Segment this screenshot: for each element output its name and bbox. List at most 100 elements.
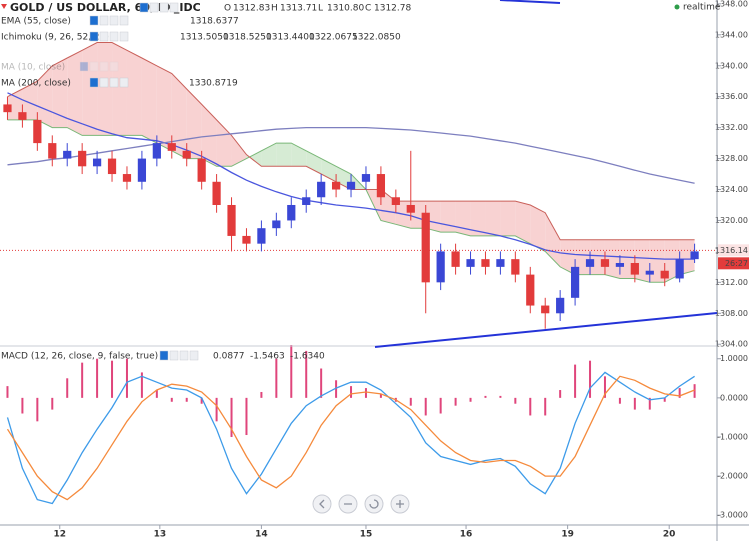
y-tick-label: 1308.00 — [715, 309, 748, 318]
y-tick-label: -1.0000 — [717, 432, 748, 441]
histogram-bar — [96, 358, 99, 398]
histogram-bar — [275, 358, 278, 398]
y-tick-label: 1344.00 — [715, 30, 748, 39]
toolbar-button[interactable] — [149, 2, 159, 13]
candle-body — [331, 181, 341, 190]
histogram-bar — [111, 360, 114, 398]
cloud-segment — [246, 150, 262, 167]
y-tick-label: 1324.00 — [715, 185, 748, 194]
cloud-segment — [485, 201, 501, 236]
toolbar-button[interactable] — [119, 31, 129, 42]
candle-body — [92, 158, 102, 167]
toolbar-button[interactable] — [159, 350, 169, 361]
ohlc-label: L — [318, 4, 323, 14]
histogram-bar — [185, 397, 188, 402]
histogram-bar — [574, 364, 577, 398]
cloud-segment — [52, 58, 68, 128]
histogram-bar — [618, 397, 621, 404]
cloud-segment — [276, 143, 292, 167]
candle-body — [466, 259, 475, 267]
histogram-bar — [230, 397, 233, 437]
y-tick-label: 1328.00 — [715, 154, 748, 163]
x-tick-label: 16 — [460, 530, 473, 540]
ohlc-value: 1312.83 — [233, 4, 270, 14]
toolbar-button[interactable] — [99, 77, 109, 88]
candle-body — [526, 274, 535, 306]
indicator-value: 1318.6377 — [190, 17, 239, 27]
x-tick-label: 19 — [561, 530, 574, 540]
cloud-segment — [231, 135, 247, 167]
toolbar-button[interactable] — [109, 15, 119, 26]
cloud-segment — [97, 42, 113, 136]
toolbar-button[interactable] — [99, 15, 109, 26]
candle-body — [107, 158, 117, 175]
histogram-bar — [260, 391, 263, 398]
indicator-name: EMA (55, close) — [1, 17, 71, 27]
candle-body — [541, 305, 550, 314]
toolbar-button[interactable] — [89, 31, 99, 42]
indicator-value: 1330.8719 — [189, 79, 238, 89]
toolbar-button[interactable] — [159, 2, 169, 13]
cloud-segment — [604, 239, 620, 279]
histogram-bar — [290, 345, 293, 398]
indicator-value: 1322.0850 — [352, 33, 401, 43]
toolbar-button[interactable] — [89, 61, 99, 72]
macd-legend: MACD (12, 26, close, 9, false, true) 0.08… — [1, 350, 325, 362]
histogram-bar — [678, 388, 681, 398]
cloud-segment — [67, 50, 83, 136]
toolbar-button[interactable] — [99, 61, 109, 72]
x-tick-label: 13 — [154, 530, 167, 540]
toolbar-button[interactable] — [119, 15, 129, 26]
toolbar-button[interactable] — [119, 77, 129, 88]
y-tick-label: 1336.00 — [715, 92, 748, 101]
cloud-segment — [560, 239, 576, 275]
histogram-bar — [320, 368, 323, 398]
trend-line[interactable] — [499, 0, 561, 4]
zoom-icons — [319, 499, 404, 509]
histogram-bar — [335, 380, 338, 398]
toolbar-button[interactable] — [89, 77, 99, 88]
toolbar-button[interactable] — [99, 31, 109, 42]
candle-body — [391, 197, 400, 205]
histogram-bar — [633, 397, 636, 410]
toolbar-button[interactable] — [89, 15, 99, 26]
scroll-left-button[interactable] — [312, 494, 332, 514]
indicator-value: -1.6340 — [290, 352, 325, 362]
candle-body — [122, 174, 132, 182]
candle-body — [406, 204, 415, 213]
cloud-segment — [82, 42, 98, 136]
ohlc-value: 1310.80 — [327, 4, 364, 14]
toolbar-button[interactable] — [139, 2, 149, 13]
realtime-dot — [674, 4, 680, 10]
toolbar-button[interactable] — [169, 350, 179, 361]
toolbar-button[interactable] — [189, 350, 199, 361]
macd-line — [6, 375, 695, 501]
toolbar-button[interactable] — [169, 2, 179, 13]
histogram-bar — [454, 397, 457, 406]
toolbar-button[interactable] — [109, 61, 119, 72]
toolbar-button[interactable] — [79, 61, 89, 72]
histogram-bar — [559, 390, 562, 398]
reset-button[interactable] — [364, 494, 384, 514]
last-price-label: 1316.14 — [715, 246, 748, 255]
ohlc-label: C — [365, 4, 371, 14]
y-tick-label: 1340.00 — [715, 61, 748, 70]
histogram-bar — [529, 397, 532, 416]
histogram-bar — [245, 397, 248, 436]
candle-body — [78, 150, 87, 167]
toolbar-button[interactable] — [109, 77, 119, 88]
candle-body — [615, 263, 625, 267]
toolbar-button[interactable] — [109, 31, 119, 42]
candle-body — [585, 259, 595, 267]
candle-body — [361, 174, 371, 182]
macd-line — [6, 371, 695, 505]
histogram-bar — [693, 384, 696, 398]
zoom-controls — [312, 494, 410, 514]
candle-body — [451, 251, 460, 267]
legend: GOLD / US DOLLAR, 60, FX_IDC O 1312.83 H 131… — [1, 1, 721, 362]
toolbar-button[interactable] — [179, 350, 189, 361]
trend-line[interactable] — [374, 312, 718, 348]
symbol-menu-icon — [1, 4, 7, 9]
